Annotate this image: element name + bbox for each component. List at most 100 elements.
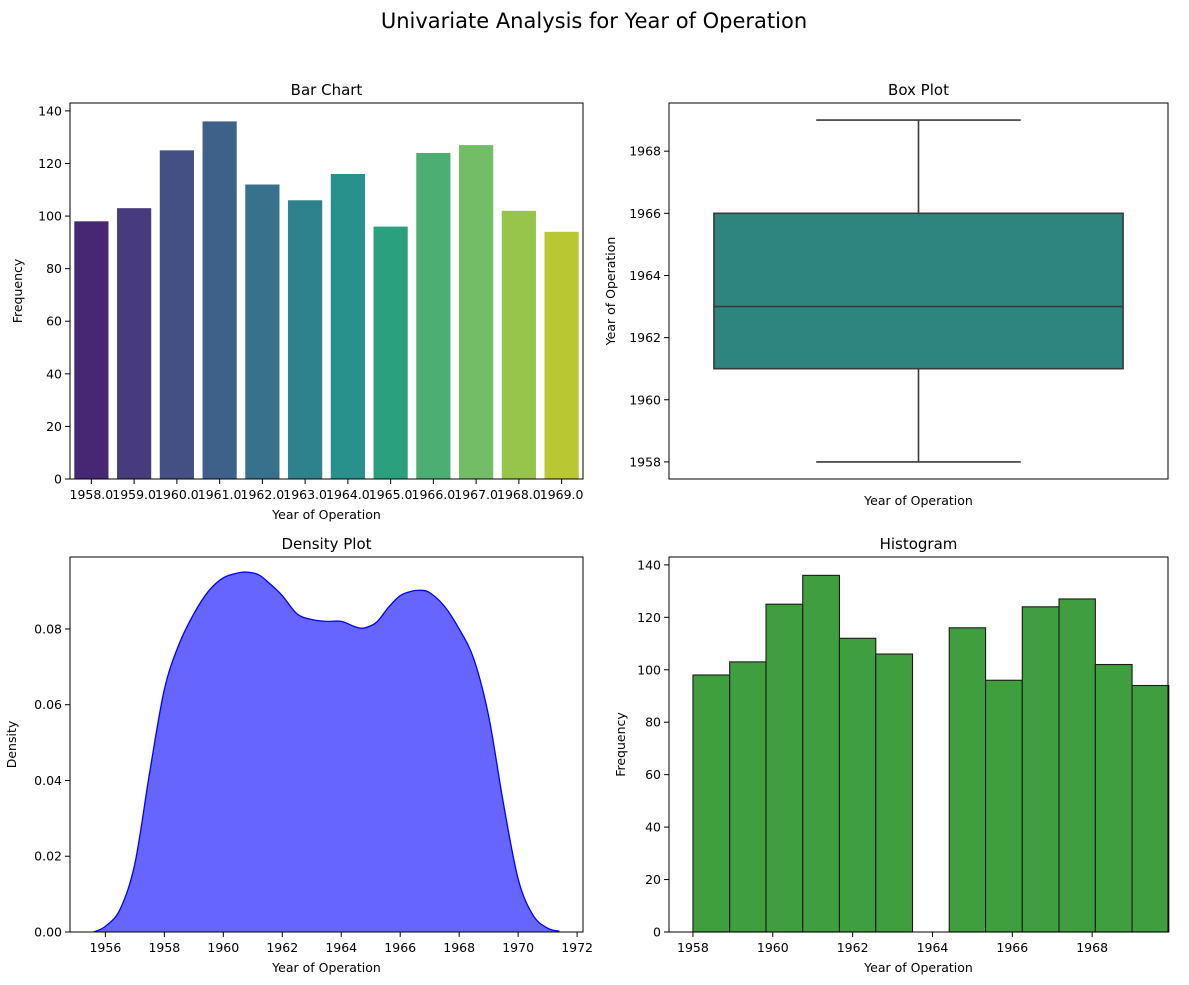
y-axis-label: Frequency [613, 712, 628, 777]
bar [330, 173, 365, 479]
x-tick-label: 1962.0 [241, 487, 285, 502]
histogram-bar [692, 674, 731, 933]
x-axis-label: Year of Operation [271, 960, 381, 975]
x-tick-label: 1960 [757, 940, 789, 955]
y-axis-label: Frequency [10, 258, 25, 323]
x-tick-label: 1969.0 [540, 487, 584, 502]
y-tick-label: 1968 [629, 144, 661, 159]
bar [373, 226, 408, 479]
histogram-bar [765, 603, 804, 933]
x-tick-label: 1958 [677, 940, 709, 955]
x-axis-label: Year of Operation [863, 493, 973, 508]
x-tick-label: 1966 [384, 940, 416, 955]
histogram-bar [729, 661, 767, 933]
y-tick-label: 0.00 [34, 925, 62, 940]
y-tick-label: 120 [38, 156, 62, 171]
x-tick-label: 1964 [325, 940, 357, 955]
x-tick-label: 1964.0 [326, 487, 370, 502]
y-tick-label: 1964 [629, 268, 661, 283]
x-axis-label: Year of Operation [863, 960, 973, 975]
x-tick-label: 1962 [837, 940, 869, 955]
x-tick-label: 1958 [148, 940, 180, 955]
histogram-bar [1131, 684, 1170, 933]
x-tick-label: 1959.0 [112, 487, 156, 502]
histogram-bar [838, 637, 877, 933]
x-tick-label: 1964 [917, 940, 949, 955]
x-tick-label: 1956 [89, 940, 121, 955]
bar [74, 221, 109, 479]
axes-frame [69, 102, 584, 480]
y-tick-label: 1960 [629, 392, 661, 407]
histogram-bar [1058, 598, 1096, 933]
y-tick-label: 40 [46, 366, 62, 381]
y-tick-label: 1962 [629, 330, 661, 345]
bar-chart-panel: 1958.0 1959.0 1960.0 1961.0 1962.0 1963.0 1964… [10, 81, 584, 522]
y-tick-label: 0 [54, 472, 62, 487]
box-plot-panel: 1958 1960 1962 1964 1966 1968 Box Plot Year of … [603, 81, 1169, 508]
y-axis-label: Density [4, 720, 19, 768]
x-tick-label: 1968 [443, 940, 475, 955]
histogram-bar [1094, 663, 1133, 933]
bar [117, 208, 152, 480]
figure-title: Univariate Analysis for Year of Operatio… [381, 9, 807, 33]
x-tick-label: 1966 [996, 940, 1028, 955]
y-tick-label: 60 [46, 314, 62, 329]
x-tick-label: 1960 [207, 940, 239, 955]
y-tick-label: 1958 [629, 454, 661, 469]
histogram-bar [802, 574, 841, 933]
density-line [93, 571, 560, 933]
axes-frame [69, 556, 584, 933]
x-tick-label: 1960.0 [155, 487, 199, 502]
x-tick-label: 1968.0 [497, 487, 541, 502]
y-tick-label: 60 [645, 767, 661, 782]
bar [459, 145, 494, 479]
panel-title: Histogram [880, 535, 958, 553]
bar [544, 231, 579, 479]
density-area [93, 571, 560, 932]
x-axis-label: Year of Operation [271, 507, 381, 522]
y-tick-label: 20 [46, 419, 62, 434]
y-tick-label: 40 [645, 820, 661, 835]
y-tick-label: 0.02 [34, 849, 62, 864]
panel-title: Bar Chart [291, 81, 363, 99]
x-tick-label: 1962 [266, 940, 298, 955]
axes-frame [668, 556, 1169, 933]
histogram-bar [875, 653, 914, 933]
y-tick-label: 0.04 [34, 773, 62, 788]
x-tick-label: 1961.0 [198, 487, 242, 502]
axes-frame [668, 102, 1169, 480]
bar [245, 184, 280, 479]
y-tick-label: 0.06 [34, 697, 62, 712]
y-tick-label: 100 [38, 209, 62, 224]
y-tick-label: 1966 [629, 206, 661, 221]
x-tick-label: 1963.0 [283, 487, 327, 502]
x-tick-label: 1966.0 [412, 487, 456, 502]
bar [159, 150, 194, 479]
x-tick-label: 1968 [1076, 940, 1108, 955]
x-tick-label: 1958.0 [70, 487, 114, 502]
bar [288, 200, 323, 479]
histogram-panel: 1958 1960 1962 1964 1966 1968 0 20 40 60 80 100 120 1… [613, 535, 1170, 975]
x-tick-label: 1967.0 [454, 487, 498, 502]
bar [202, 121, 237, 480]
histogram-bar [985, 679, 1023, 933]
x-tick-label: 1972 [561, 940, 593, 955]
y-tick-label: 80 [46, 261, 62, 276]
y-tick-label: 0.08 [34, 621, 62, 636]
y-tick-label: 140 [637, 557, 661, 572]
y-axis-label: Year of Operation [603, 237, 618, 347]
y-tick-label: 80 [645, 715, 661, 730]
histogram-bar [948, 627, 987, 933]
bar [501, 210, 536, 479]
y-tick-label: 120 [637, 610, 661, 625]
x-tick-label: 1965.0 [369, 487, 413, 502]
y-tick-label: 100 [637, 662, 661, 677]
y-tick-label: 140 [38, 103, 62, 118]
y-tick-label: 20 [645, 872, 661, 887]
y-tick-label: 0 [653, 925, 661, 940]
box-iqr [713, 212, 1124, 370]
histogram-bar [1021, 606, 1060, 933]
panel-title: Density Plot [281, 535, 371, 553]
panel-title: Box Plot [888, 81, 949, 99]
